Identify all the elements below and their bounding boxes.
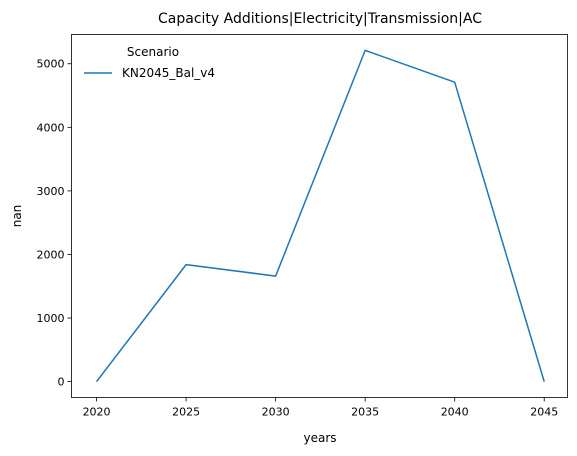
chart-title: Capacity Additions|Electricity|Transmiss… <box>158 11 482 27</box>
x-axis-ticks: 2020 2025 2030 2035 2040 2045 <box>83 397 558 419</box>
y-tick-label: 5000 <box>37 58 65 71</box>
legend-label: KN2045_Bal_v4 <box>122 66 215 80</box>
y-tick-label: 1000 <box>37 312 65 325</box>
y-tick-label: 2000 <box>37 248 65 261</box>
x-tick-label: 2045 <box>530 406 558 419</box>
x-tick-label: 2035 <box>351 406 379 419</box>
legend: Scenario KN2045_Bal_v4 <box>84 45 215 80</box>
x-tick-label: 2020 <box>83 406 111 419</box>
x-tick-label: 2030 <box>262 406 290 419</box>
series-line <box>95 49 545 383</box>
y-tick-label: 4000 <box>37 121 65 134</box>
series-layer <box>95 49 545 383</box>
y-axis-ticks: 0 1000 2000 3000 4000 5000 <box>37 58 72 389</box>
y-tick-label: 3000 <box>37 185 65 198</box>
y-axis-label: nan <box>10 205 24 228</box>
legend-title: Scenario <box>127 45 179 59</box>
x-tick-label: 2040 <box>441 406 469 419</box>
plot-area <box>71 34 568 398</box>
y-tick-label: 0 <box>58 376 65 389</box>
x-axis-label: years <box>303 431 336 445</box>
x-tick-label: 2025 <box>172 406 200 419</box>
